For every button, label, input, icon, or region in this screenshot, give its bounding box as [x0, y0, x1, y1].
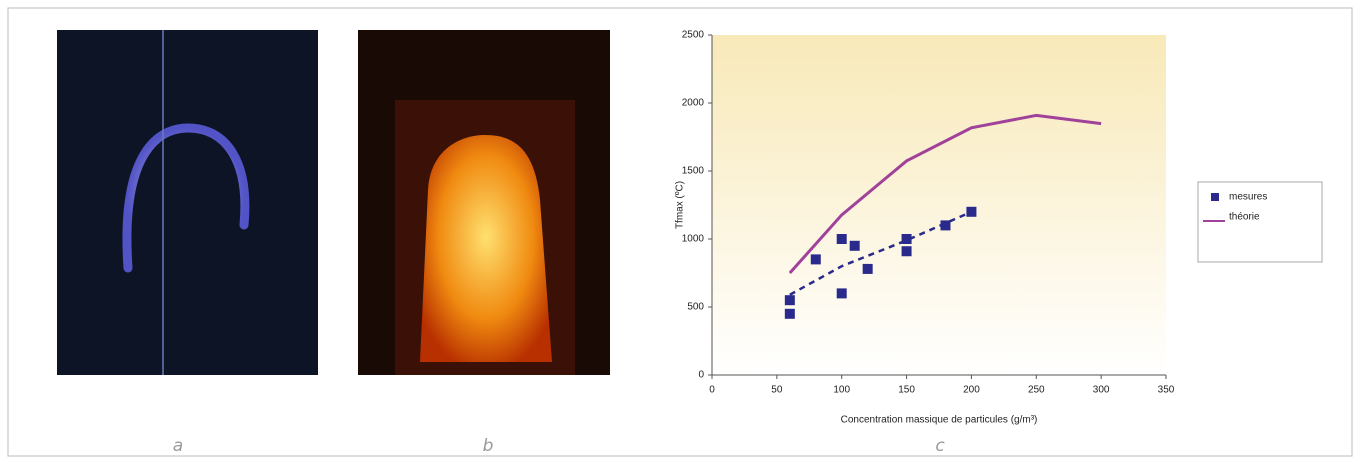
series-line [788, 113, 1102, 274]
y-tick-label: 2500 [682, 30, 705, 41]
panel-label: c [935, 436, 945, 456]
data-point [784, 295, 795, 306]
x-tick-label: 350 [1158, 385, 1175, 396]
x-tick-label: 0 [709, 385, 715, 396]
legend-swatch [1211, 193, 1219, 201]
x-tick-label: 100 [833, 385, 850, 396]
data-point [810, 254, 821, 265]
legend-label: mesures [1229, 192, 1267, 203]
plot-area [712, 35, 1166, 375]
data-point [901, 234, 912, 244]
frame [7, 7, 1353, 457]
y-tick-label: 0 [698, 370, 704, 381]
x-axis-label: Concentration massique de particules (g/… [841, 415, 1038, 426]
panel-label: b [483, 436, 494, 456]
panel-label: a [173, 436, 183, 456]
y-tick-label: 1500 [682, 166, 705, 177]
image-b [358, 30, 610, 375]
x-tick-label: 150 [898, 385, 915, 396]
data-point [862, 263, 873, 274]
x-tick-label: 300 [1093, 385, 1110, 396]
legend-box [1197, 181, 1323, 263]
x-tick-label: 50 [771, 385, 783, 396]
x-tick-label: 200 [963, 385, 980, 396]
data-point [836, 234, 847, 244]
data-point [940, 220, 951, 231]
data-point [901, 246, 912, 257]
image-a [57, 30, 318, 375]
x-tick-label: 250 [1028, 385, 1045, 396]
data-point [836, 288, 847, 299]
data-point [784, 308, 795, 319]
y-tick-label: 2000 [682, 98, 705, 109]
y-tick-label: 1000 [682, 234, 705, 245]
y-tick-label: 500 [687, 302, 704, 313]
legend-label: théorie [1229, 212, 1260, 223]
data-point [849, 240, 860, 251]
y-axis-label: Tfmax (ºC) [675, 181, 686, 229]
